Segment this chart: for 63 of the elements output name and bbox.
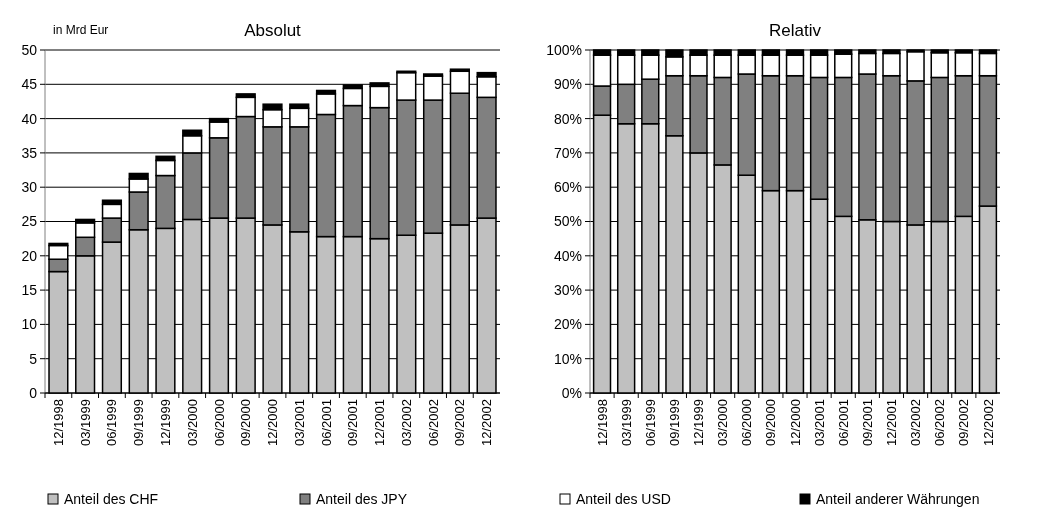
x-tick-label: 06/2002 <box>425 399 441 446</box>
y-tick-label: 15 <box>21 282 38 298</box>
x-tick-label: 06/2000 <box>211 399 227 446</box>
x-tick-label: 12/2000 <box>265 399 281 446</box>
x-tick-label: 12/2002 <box>980 399 996 446</box>
y-tick-label: 60% <box>553 179 582 196</box>
y-tick-label: 35 <box>21 144 38 161</box>
legend-label: Anteil des CHF <box>64 490 159 507</box>
x-tick-label: 09/2000 <box>238 399 254 446</box>
chart-title: Relativ <box>769 21 822 40</box>
y-tick-label: 70% <box>553 144 582 161</box>
y-tick-label: 90% <box>553 76 582 93</box>
y-tick-label: 20 <box>21 247 38 264</box>
x-tick-label: 03/2001 <box>811 399 827 446</box>
x-tick-label: 12/2001 <box>884 399 900 446</box>
x-tick-label: 03/1999 <box>77 399 93 446</box>
x-tick-label: 03/2000 <box>184 399 200 446</box>
x-tick-label: 03/2001 <box>291 399 307 446</box>
y-tick-label: 50 <box>21 41 38 58</box>
legend-label: Anteil anderer Währungen <box>816 490 980 507</box>
chart-title: Absolut <box>244 21 302 40</box>
x-tick-label: 09/2000 <box>763 399 779 446</box>
y-tick-label: 30 <box>21 179 38 196</box>
y-tick-label: 10% <box>553 350 582 367</box>
x-tick-label: 12/2000 <box>787 399 803 446</box>
y-tick-label: 100% <box>546 41 582 58</box>
y-tick-label: 50% <box>553 213 582 230</box>
x-tick-label: 06/1999 <box>642 399 658 446</box>
x-tick-label: 12/1999 <box>157 399 173 446</box>
legend-label: Anteil des JPY <box>316 490 408 507</box>
y-tick-label: 10 <box>21 316 38 333</box>
y-tick-label: 40% <box>553 247 582 264</box>
x-tick-label: 06/1999 <box>104 399 120 446</box>
y-tick-label: 0% <box>561 384 582 401</box>
x-tick-label: 03/2000 <box>715 399 731 446</box>
y-tick-label: 20% <box>553 316 582 333</box>
x-tick-label: 12/2001 <box>372 399 388 446</box>
y-tick-label: 30% <box>553 282 582 298</box>
x-tick-label: 09/2001 <box>859 399 875 446</box>
y-tick-label: 5 <box>29 350 38 367</box>
x-tick-label: 06/2001 <box>318 399 334 446</box>
legend-label: Anteil des USD <box>576 490 671 507</box>
y-axis-title: in Mrd Eur <box>53 23 109 37</box>
x-tick-label: 03/2002 <box>908 399 924 446</box>
x-tick-label: 09/2001 <box>345 399 361 446</box>
y-tick-label: 40 <box>21 110 38 127</box>
y-tick-label: 80% <box>553 110 582 127</box>
y-tick-label: 45 <box>21 76 38 93</box>
y-tick-label: 0 <box>29 384 38 401</box>
x-tick-label: 09/1999 <box>131 399 147 446</box>
y-tick-label: 25 <box>21 213 38 230</box>
x-tick-label: 03/1999 <box>618 399 634 446</box>
x-tick-label: 12/2002 <box>479 399 495 446</box>
x-tick-label: 12/1998 <box>594 399 610 446</box>
x-tick-label: 09/1999 <box>666 399 682 446</box>
x-tick-label: 06/2001 <box>835 399 851 446</box>
x-tick-label: 03/2002 <box>398 399 414 446</box>
x-tick-label: 12/1998 <box>50 399 66 446</box>
x-tick-label: 06/2002 <box>932 399 948 446</box>
x-tick-label: 09/2002 <box>452 399 468 446</box>
x-tick-label: 09/2002 <box>956 399 972 446</box>
x-tick-label: 12/1999 <box>691 399 707 446</box>
x-tick-label: 06/2000 <box>739 399 755 446</box>
